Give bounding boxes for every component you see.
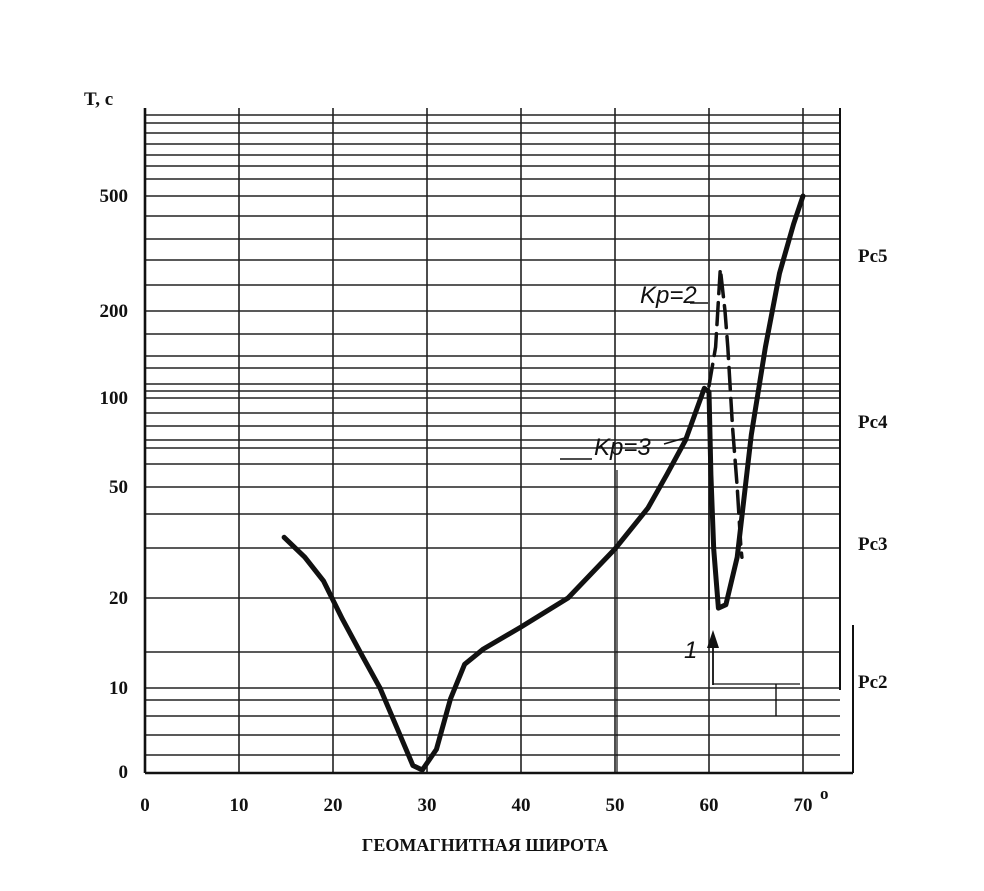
x-tick-label: 30 <box>418 795 437 816</box>
y-tick-label: 500 <box>100 186 129 207</box>
annotation-1: 1 <box>684 637 697 664</box>
x-tick-label: 60 <box>700 795 719 816</box>
chart-grid <box>145 108 840 774</box>
chart-labels: 0 10 20 30 40 50 60 70 o 0 10 20 50 100 200 500 T, c ГЕОМ… <box>84 89 888 855</box>
y-axis-label: T, c <box>84 89 113 110</box>
band-label-pc2: Pc2 <box>858 672 888 693</box>
x-tick-label: 40 <box>512 795 531 816</box>
x-axis-label: ГЕОМАГНИТНАЯ ШИРОТА <box>362 835 608 855</box>
annotation-kp3: Kp=3 <box>594 434 651 461</box>
y-tick-label: 50 <box>109 477 128 498</box>
band-label-pc3: Pc3 <box>858 534 888 555</box>
x-tick-label: 0 <box>140 795 150 816</box>
annotation-kp3-leader-right <box>663 436 689 445</box>
y-tick-label: 200 <box>100 301 129 322</box>
band-label-pc5: Pc5 <box>858 246 888 267</box>
x-unit-mark: o <box>820 784 829 803</box>
y-tick-label: 100 <box>100 388 129 409</box>
annotation-kp2: Kp=2 <box>640 282 697 309</box>
series-line-kp3 <box>281 193 806 773</box>
annotation-1-arrow-head <box>707 630 719 648</box>
y-tick-label: 20 <box>109 588 128 609</box>
x-tick-label: 70 <box>794 795 813 816</box>
y-tick-label: 0 <box>119 762 129 783</box>
chart-axes <box>143 108 854 775</box>
y-tick-label: 10 <box>109 678 128 699</box>
x-tick-label: 20 <box>324 795 343 816</box>
x-tick-label: 50 <box>606 795 625 816</box>
series-line-kp2 <box>707 267 744 559</box>
band-label-pc4: Pc4 <box>858 412 888 433</box>
x-tick-label: 10 <box>230 795 249 816</box>
chart-curves <box>281 193 806 773</box>
